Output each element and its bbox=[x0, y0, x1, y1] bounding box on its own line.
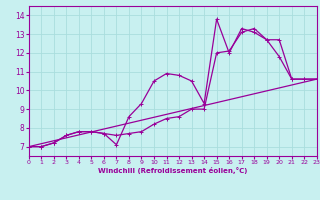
X-axis label: Windchill (Refroidissement éolien,°C): Windchill (Refroidissement éolien,°C) bbox=[98, 167, 247, 174]
